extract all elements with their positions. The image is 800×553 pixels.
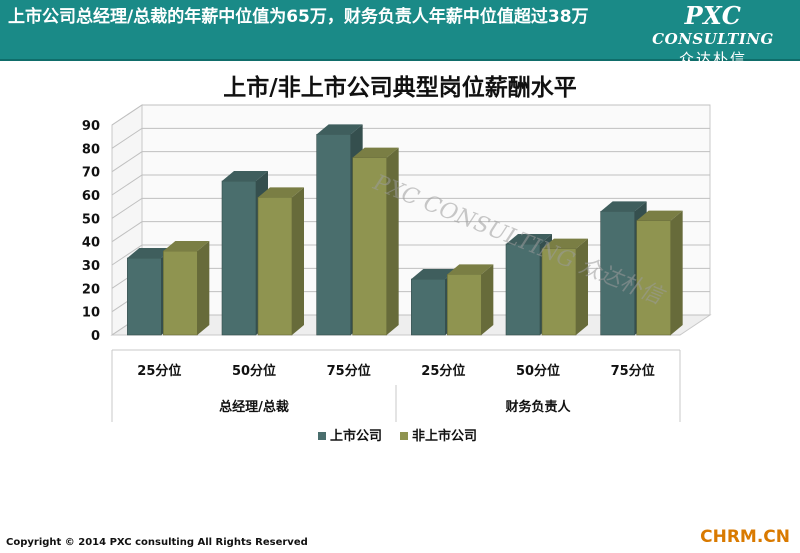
bar-top bbox=[506, 234, 552, 244]
gridline bbox=[111, 151, 710, 173]
bar-front bbox=[505, 243, 541, 336]
x-tick-label: 75分位 bbox=[611, 363, 655, 379]
y-tick-label: 70 bbox=[82, 166, 100, 181]
bar-side bbox=[292, 187, 304, 335]
y-tick-label: 40 bbox=[82, 236, 100, 251]
y-tick-label: 50 bbox=[82, 212, 100, 227]
legend-label: 非上市公司 bbox=[412, 428, 477, 444]
legend-swatch bbox=[400, 432, 408, 440]
group-label: 财务负责人 bbox=[505, 399, 571, 415]
bar-side bbox=[197, 241, 210, 335]
bar-top bbox=[600, 201, 647, 212]
brand-subtitle: 众达朴信 bbox=[678, 50, 747, 68]
y-tick-label: 30 bbox=[82, 259, 100, 274]
x-tick-label: 25分位 bbox=[137, 363, 181, 379]
bar-front bbox=[163, 250, 198, 336]
bar-top bbox=[636, 210, 683, 221]
brand-name: PXC CONSULTING bbox=[652, 1, 774, 49]
x-tick-label: 50分位 bbox=[516, 363, 560, 379]
legend-swatch bbox=[318, 432, 326, 440]
y-tick-label: 60 bbox=[82, 189, 100, 204]
bar-front bbox=[600, 211, 635, 336]
y-tick-label: 10 bbox=[82, 306, 100, 321]
bar-side bbox=[481, 264, 494, 335]
x-tick-label: 50分位 bbox=[232, 363, 276, 379]
y-tick-label: 90 bbox=[82, 119, 100, 134]
chart-title: 上市/非上市公司典型岗位薪酬水平 bbox=[223, 75, 577, 101]
bar-front bbox=[127, 257, 162, 336]
brand-logo: PXC CONSULTING 众达朴信 bbox=[638, 1, 788, 69]
x-tick-label: 25分位 bbox=[421, 363, 465, 379]
bar-top bbox=[258, 187, 304, 198]
bar-top bbox=[411, 269, 458, 279]
bar-front bbox=[352, 157, 387, 336]
bar-top bbox=[127, 248, 174, 258]
y-tick-label: 20 bbox=[82, 282, 100, 297]
group-label: 总经理/总裁 bbox=[219, 399, 289, 415]
copyright-text: Copyright © 2014 PXC consulting All Righ… bbox=[6, 537, 308, 548]
bar-front bbox=[541, 248, 577, 336]
page-title: 上市公司总经理/总裁的年薪中位值为65万，财务负责人年薪中位值超过38万 bbox=[8, 7, 589, 27]
bar-front bbox=[257, 197, 293, 336]
bar-top bbox=[447, 264, 494, 275]
site-mark: CHRM.CN bbox=[700, 527, 790, 547]
gridline bbox=[111, 104, 710, 126]
bar-top bbox=[352, 147, 399, 158]
bar-top bbox=[542, 238, 588, 249]
bar-side bbox=[576, 238, 588, 335]
bar-front bbox=[636, 220, 671, 336]
bar-side bbox=[386, 147, 399, 335]
bar-front bbox=[221, 180, 257, 336]
x-tick-label: 75分位 bbox=[327, 363, 371, 379]
y-tick-label: 80 bbox=[82, 142, 100, 157]
bar-front bbox=[447, 274, 482, 336]
gridline bbox=[111, 174, 710, 196]
bar-front bbox=[316, 134, 351, 336]
y-tick-label: 0 bbox=[91, 329, 100, 344]
gridline bbox=[111, 197, 710, 219]
bar-top bbox=[163, 241, 210, 251]
bar-front bbox=[411, 278, 446, 336]
gridline bbox=[111, 221, 710, 243]
bar-top bbox=[316, 124, 363, 135]
bar-side bbox=[670, 210, 683, 335]
legend-label: 上市公司 bbox=[330, 428, 382, 444]
header-banner: 上市公司总经理/总裁的年薪中位值为65万，财务负责人年薪中位值超过38万 PXC… bbox=[0, 0, 800, 68]
gridline bbox=[111, 127, 710, 149]
bar-top bbox=[222, 171, 268, 181]
